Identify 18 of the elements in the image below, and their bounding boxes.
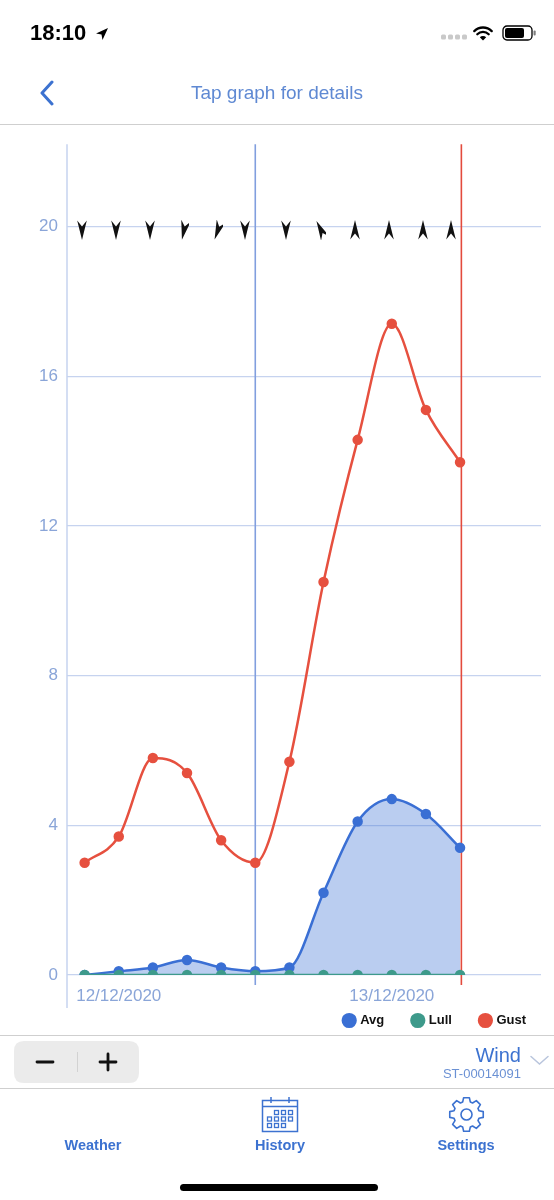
- x-tick-label: 12/12/2020: [76, 985, 162, 1005]
- x-tick-label: 13/12/2020: [349, 985, 435, 1005]
- legend-label: Lull: [428, 1012, 452, 1028]
- text: Weather: [63, 1136, 123, 1154]
- y-tick-label: 16: [39, 365, 58, 385]
- y-tick-label: 4: [48, 814, 58, 834]
- y-tick-label: 0: [48, 964, 58, 984]
- chart-title: Tap graph for details: [189, 81, 365, 105]
- text: Settings: [436, 1136, 496, 1154]
- text: ST-00014091: [442, 1066, 521, 1081]
- text: History: [254, 1136, 306, 1154]
- legend-label: Avg: [360, 1012, 385, 1028]
- y-tick-label: 8: [48, 665, 58, 685]
- text: Wind: [475, 1043, 521, 1067]
- y-tick-label: 12: [39, 515, 58, 535]
- legend-label: Gust: [496, 1012, 527, 1028]
- y-tick-label: 20: [39, 216, 58, 236]
- text: 18:10: [30, 20, 87, 46]
